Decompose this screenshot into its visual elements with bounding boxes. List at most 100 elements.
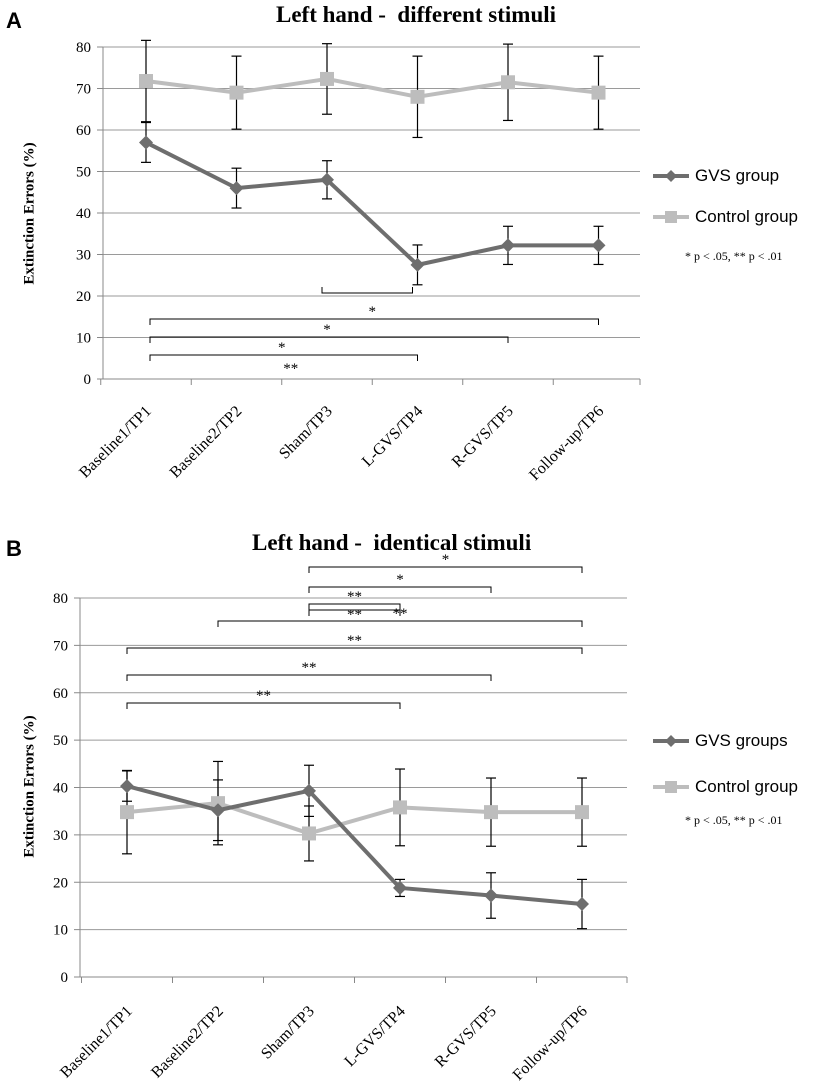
plot-area: 0 10 20 30 40 50 60 70 80 Baseline1/TP1 Baseline2/…	[76, 39, 641, 484]
significance-label: **	[347, 589, 362, 605]
legend-entry-control: Control group	[651, 207, 798, 227]
y-tick-label: 10	[76, 331, 91, 347]
data-point-square	[591, 85, 606, 100]
significance-label: **	[347, 633, 362, 649]
square-marker-icon	[653, 781, 689, 793]
legend-entry-gvs: GVS group	[651, 166, 779, 186]
series-line	[126, 801, 582, 836]
chart-panel-b: B Left hand - identical stimuli Extincti…	[0, 530, 827, 1087]
data-point-diamond	[410, 257, 425, 272]
significance-bracket	[308, 566, 583, 573]
significance-note: * p < .05, ** p < .01	[685, 813, 783, 827]
significance-bracket	[149, 354, 418, 361]
legend-entry-control: Control group	[651, 777, 798, 797]
data-point-diamond	[211, 803, 225, 818]
significance-label: *	[396, 572, 404, 588]
significance-bracket	[126, 674, 492, 681]
y-tick-label: 70	[76, 82, 91, 98]
data-point-square	[501, 75, 515, 90]
y-tick-label: 70	[53, 638, 68, 654]
x-tick-label: L-GVS/TP4	[341, 1003, 408, 1070]
legend-label: GVS group	[695, 166, 780, 185]
y-tick-label: 20	[53, 875, 68, 891]
data-point-diamond	[229, 181, 244, 196]
data-point-square	[229, 85, 244, 100]
y-tick-label: 80	[53, 591, 68, 607]
significance-label: *	[369, 304, 377, 320]
y-tick-label: 40	[53, 781, 68, 797]
y-tick-label: 30	[76, 248, 91, 264]
data-point-diamond	[393, 880, 407, 895]
y-tick-label: 50	[76, 165, 91, 181]
legend-entry-gvs: GVS groups	[651, 731, 788, 751]
x-tick-label: Baseline2/TP2	[148, 1003, 227, 1082]
significance-bracket	[308, 609, 401, 616]
significance-bracket	[308, 586, 492, 593]
x-tick-label: Sham/TP3	[276, 403, 336, 463]
x-tick-label: R-GVS/TP5	[449, 403, 517, 471]
data-point-square	[575, 805, 589, 820]
x-tick-label: Follow-up/TP6	[510, 1003, 591, 1084]
x-tick-label: Follow-up/TP6	[526, 403, 607, 484]
y-tick-label: 10	[53, 923, 68, 939]
panel-label: B	[6, 536, 22, 561]
diamond-marker-icon	[653, 170, 689, 182]
significance-bracket	[217, 620, 583, 627]
significance-label: **	[393, 606, 408, 622]
data-point-diamond	[302, 783, 316, 798]
data-point-diamond	[320, 172, 334, 187]
y-tick-label: 0	[61, 970, 69, 986]
significance-bracket	[126, 647, 583, 654]
y-tick-label: 50	[53, 733, 68, 749]
y-tick-label: 60	[76, 123, 91, 139]
significance-bracket	[149, 336, 509, 343]
x-tick-label: Sham/TP3	[258, 1003, 318, 1063]
legend-label: GVS groups	[695, 731, 788, 750]
data-point-square	[120, 805, 134, 820]
data-point-square	[302, 826, 316, 841]
data-point-square	[393, 800, 407, 815]
panel-label: A	[6, 8, 22, 33]
y-tick-label: 30	[53, 828, 68, 844]
y-tick-label: 60	[53, 686, 68, 702]
y-tick-label: 80	[76, 40, 91, 56]
data-point-square	[484, 805, 498, 820]
series-line	[145, 140, 599, 267]
chart-panel-a: A Left hand - different stimuli Extincti…	[0, 0, 827, 530]
y-tick-label: 20	[76, 289, 91, 305]
significance-label: *	[278, 340, 286, 356]
significance-bracket	[149, 318, 599, 325]
significance-bracket	[126, 702, 401, 709]
square-marker-icon	[653, 211, 689, 223]
diamond-marker-icon	[653, 735, 689, 747]
significance-bracket	[321, 287, 413, 294]
data-point-diamond	[120, 779, 134, 794]
significance-label: **	[283, 361, 298, 377]
legend-label: Control group	[695, 207, 799, 226]
data-point-diamond	[484, 888, 498, 903]
data-point-square	[139, 74, 153, 89]
series-line	[126, 784, 583, 907]
series-line	[145, 76, 599, 99]
data-point-diamond	[139, 135, 153, 150]
significance-label: *	[442, 552, 450, 568]
data-point-diamond	[501, 238, 515, 253]
chart-title: Left hand - identical stimuli	[252, 530, 532, 555]
x-tick-label: Baseline1/TP1	[76, 403, 155, 482]
significance-label: **	[256, 688, 271, 704]
significance-label: **	[302, 660, 317, 676]
plot-area: 0 10 20 30 40 50 60 70 80 Baseline1/TP1 Baseline2/…	[53, 552, 628, 1084]
significance-label: **	[347, 607, 362, 623]
x-tick-label: Baseline2/TP2	[167, 403, 246, 482]
x-tick-label: Baseline1/TP1	[57, 1003, 136, 1082]
chart-title: Left hand - different stimuli	[276, 2, 557, 27]
data-point-diamond	[591, 238, 606, 253]
x-tick-label: L-GVS/TP4	[359, 403, 426, 470]
significance-bracket	[308, 603, 401, 610]
significance-label: *	[323, 322, 331, 338]
data-point-square	[320, 71, 334, 86]
y-tick-label: 0	[84, 372, 92, 388]
legend-label: Control group	[695, 777, 799, 796]
data-point-square	[410, 89, 425, 104]
x-tick-label: R-GVS/TP5	[432, 1003, 500, 1071]
